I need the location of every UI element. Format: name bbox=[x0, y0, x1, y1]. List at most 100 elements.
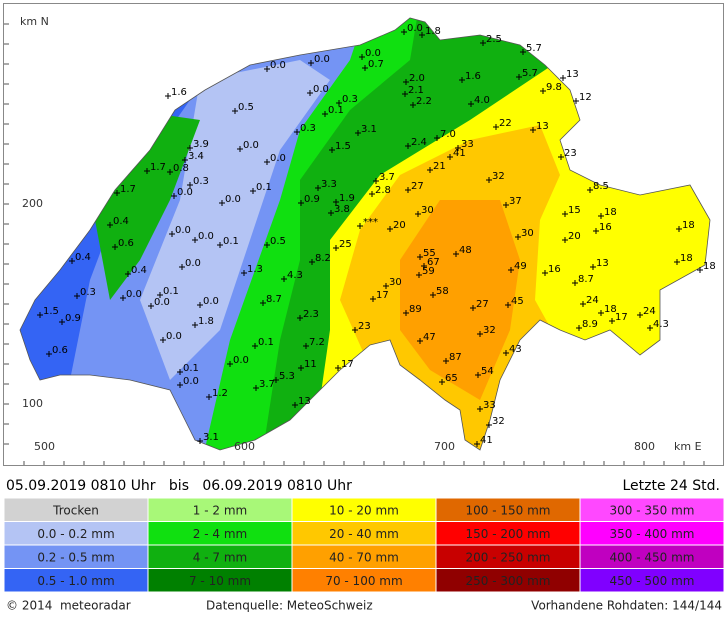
station-marker bbox=[362, 65, 368, 71]
station-marker bbox=[401, 29, 407, 35]
legend-label: Trocken bbox=[52, 503, 99, 517]
station-marker bbox=[333, 199, 339, 205]
station-value: 13 bbox=[566, 69, 579, 80]
station-marker bbox=[232, 108, 238, 114]
station-value: 0.0 bbox=[198, 231, 214, 242]
station-value: 33 bbox=[461, 139, 474, 150]
station-value: 33 bbox=[483, 400, 496, 411]
station-marker bbox=[676, 226, 682, 232]
station-marker bbox=[468, 101, 474, 107]
station-marker bbox=[447, 154, 453, 160]
legend-label: 4 - 7 mm bbox=[193, 550, 247, 564]
station-value: 18 bbox=[604, 304, 617, 315]
station-marker bbox=[580, 301, 586, 307]
station-marker bbox=[505, 302, 511, 308]
station-marker bbox=[182, 157, 188, 163]
station-marker bbox=[197, 438, 203, 444]
station-marker bbox=[459, 77, 465, 83]
station-value: 0.3 bbox=[300, 123, 316, 134]
station-value: 2.2 bbox=[416, 96, 432, 107]
station-marker bbox=[253, 385, 259, 391]
legend-label: 40 - 70 mm bbox=[329, 550, 399, 564]
station-value: 24 bbox=[586, 295, 599, 306]
station-marker bbox=[335, 365, 341, 371]
station-value: 0.3 bbox=[342, 94, 358, 105]
station-marker bbox=[430, 292, 436, 298]
station-marker bbox=[352, 327, 358, 333]
period: 05.09.2019 0810 Uhr bis 06.09.2019 0810 … bbox=[6, 478, 352, 494]
legend-label: 250 - 300 mm bbox=[466, 574, 551, 588]
station-value: 0.8 bbox=[173, 163, 189, 174]
station-value: 0.1 bbox=[223, 236, 239, 247]
station-value: 3.4 bbox=[188, 151, 204, 162]
legend-label: 450 - 500 mm bbox=[610, 574, 695, 588]
station-marker bbox=[419, 32, 425, 38]
station-marker bbox=[114, 190, 120, 196]
station-value: 0.1 bbox=[183, 363, 199, 374]
station-value: 59 bbox=[422, 266, 435, 277]
station-value: 0.0 bbox=[183, 376, 199, 387]
station-marker bbox=[328, 210, 334, 216]
station-value: 1.3 bbox=[247, 264, 263, 275]
station-marker bbox=[403, 310, 409, 316]
station-value: 0.0 bbox=[154, 297, 170, 308]
station-value: 18 bbox=[703, 261, 716, 272]
station-value: 49 bbox=[514, 261, 527, 272]
station-value: 54 bbox=[481, 366, 494, 377]
station-value: 45 bbox=[511, 296, 524, 307]
station-marker bbox=[434, 135, 440, 141]
legend-label: 350 - 400 mm bbox=[610, 527, 695, 541]
station-marker bbox=[486, 177, 492, 183]
station-marker bbox=[333, 245, 339, 251]
legend-label: 0.5 - 1.0 mm bbox=[37, 574, 114, 588]
station-marker bbox=[264, 159, 270, 165]
station-value: 37 bbox=[509, 196, 522, 207]
station-marker bbox=[530, 127, 536, 133]
station-value: 21 bbox=[433, 161, 446, 172]
station-marker bbox=[125, 271, 131, 277]
station-marker bbox=[148, 303, 154, 309]
station-marker bbox=[192, 237, 198, 243]
station-value: 23 bbox=[358, 321, 371, 332]
copyright: © 2014 meteoradar bbox=[6, 599, 131, 613]
station-value: 13 bbox=[298, 396, 311, 407]
station-value: 1.7 bbox=[150, 162, 166, 173]
station-marker bbox=[217, 242, 223, 248]
station-marker bbox=[560, 75, 566, 81]
station-marker bbox=[273, 377, 279, 383]
legend-label: 300 - 350 mm bbox=[610, 503, 695, 517]
station-marker bbox=[637, 312, 643, 318]
station-marker bbox=[46, 351, 52, 357]
station-value: 27 bbox=[476, 299, 489, 310]
station-value: 4.0 bbox=[474, 95, 490, 106]
station-marker bbox=[370, 296, 376, 302]
legend-label: 200 - 250 mm bbox=[466, 550, 551, 564]
station-marker bbox=[453, 251, 459, 257]
station-marker bbox=[169, 231, 175, 237]
x-tick-label: 500 bbox=[34, 440, 55, 453]
country-border bbox=[19, 17, 711, 451]
station-marker bbox=[405, 143, 411, 149]
station-marker bbox=[562, 211, 568, 217]
station-value: 4.3 bbox=[287, 270, 303, 281]
station-marker bbox=[540, 88, 546, 94]
station-marker bbox=[252, 343, 258, 349]
station-value: 18 bbox=[682, 220, 695, 231]
legend-label: 20 - 40 mm bbox=[329, 527, 399, 541]
station-value: 2.8 bbox=[375, 185, 391, 196]
station-value: 25 bbox=[339, 239, 352, 250]
station-value: 0.3 bbox=[193, 176, 209, 187]
legend-label: 1 - 2 mm bbox=[193, 503, 247, 517]
station-value: 0.1 bbox=[258, 337, 274, 348]
raw-data: Vorhandene Rohdaten: 144/144 bbox=[531, 599, 722, 613]
station-value: 0.0 bbox=[166, 331, 182, 342]
station-marker bbox=[227, 361, 233, 367]
station-value: 0.0 bbox=[203, 296, 219, 307]
station-value: 0.0 bbox=[365, 48, 381, 59]
station-value: 5.7 bbox=[522, 68, 538, 79]
station-marker bbox=[503, 350, 509, 356]
north-label: km N bbox=[20, 15, 49, 28]
station-value: 32 bbox=[483, 325, 496, 336]
station-marker bbox=[410, 102, 416, 108]
station-value: 17 bbox=[376, 290, 389, 301]
